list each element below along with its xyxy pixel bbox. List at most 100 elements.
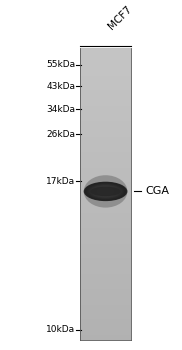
Bar xyxy=(80,195,131,197)
Bar xyxy=(80,48,131,49)
Bar xyxy=(80,203,131,204)
Bar xyxy=(80,118,131,119)
Bar xyxy=(80,241,131,242)
Bar xyxy=(80,193,131,194)
Bar xyxy=(80,229,131,230)
Bar xyxy=(80,298,131,299)
Ellipse shape xyxy=(89,184,122,199)
Bar xyxy=(80,172,131,174)
Bar xyxy=(80,200,131,201)
Bar xyxy=(80,143,131,144)
Bar xyxy=(80,160,131,162)
Bar xyxy=(80,336,131,337)
Ellipse shape xyxy=(92,186,119,197)
Bar xyxy=(80,121,131,122)
Bar xyxy=(80,219,131,220)
Bar xyxy=(80,52,131,54)
Bar xyxy=(80,182,131,184)
Bar xyxy=(80,302,131,303)
Bar xyxy=(80,286,131,287)
Bar xyxy=(80,270,131,271)
Bar xyxy=(80,334,131,336)
Bar xyxy=(80,187,131,188)
Bar xyxy=(80,248,131,250)
Bar xyxy=(80,314,131,315)
Text: 26kDa: 26kDa xyxy=(47,130,76,139)
Bar xyxy=(80,225,131,226)
Bar xyxy=(80,174,131,175)
Bar xyxy=(80,71,131,73)
Bar xyxy=(80,135,131,137)
Bar xyxy=(80,67,131,69)
Bar xyxy=(80,292,131,293)
Bar xyxy=(80,96,131,98)
Bar xyxy=(80,155,131,156)
Bar xyxy=(80,279,131,280)
Bar xyxy=(80,190,131,191)
Bar xyxy=(80,54,131,55)
Bar xyxy=(80,163,131,165)
Bar xyxy=(80,324,131,325)
Ellipse shape xyxy=(95,187,116,196)
Bar xyxy=(80,76,131,77)
Ellipse shape xyxy=(84,182,127,201)
Text: 34kDa: 34kDa xyxy=(47,105,76,114)
Bar xyxy=(80,140,131,141)
Bar xyxy=(80,305,131,306)
Bar xyxy=(80,287,131,289)
Bar xyxy=(80,86,131,88)
Bar xyxy=(80,230,131,232)
Bar xyxy=(80,232,131,233)
Bar xyxy=(80,170,131,172)
Bar xyxy=(80,209,131,210)
Bar xyxy=(80,211,131,213)
Bar xyxy=(80,125,131,127)
Bar xyxy=(80,119,131,121)
Bar xyxy=(80,106,131,108)
Bar xyxy=(80,127,131,128)
Bar xyxy=(80,178,131,179)
Bar xyxy=(80,168,131,169)
Bar xyxy=(80,260,131,261)
Bar xyxy=(80,176,131,178)
Bar xyxy=(80,61,131,63)
Bar xyxy=(80,257,131,258)
Bar xyxy=(80,60,131,61)
Bar xyxy=(80,233,131,235)
Bar xyxy=(80,265,131,267)
Bar xyxy=(80,285,131,286)
Bar xyxy=(80,55,131,57)
Bar xyxy=(80,312,131,314)
Bar xyxy=(80,337,131,338)
Bar xyxy=(80,210,131,211)
Bar xyxy=(80,226,131,228)
Bar xyxy=(80,191,131,193)
Bar xyxy=(80,296,131,297)
Bar xyxy=(80,238,131,239)
Bar xyxy=(80,185,131,187)
Bar xyxy=(80,197,131,198)
Ellipse shape xyxy=(87,183,124,200)
Ellipse shape xyxy=(90,184,121,198)
Bar xyxy=(80,88,131,89)
Bar xyxy=(80,303,131,305)
Bar xyxy=(80,320,131,321)
Bar xyxy=(80,169,131,170)
Bar xyxy=(80,322,131,324)
Bar xyxy=(80,93,131,95)
Bar xyxy=(80,95,131,96)
Bar xyxy=(80,213,131,214)
Bar xyxy=(80,299,131,300)
Bar xyxy=(80,328,131,330)
Bar xyxy=(80,82,131,83)
Bar xyxy=(80,90,131,92)
Bar xyxy=(80,65,131,67)
Bar xyxy=(80,283,131,285)
Bar xyxy=(80,293,131,295)
Bar xyxy=(80,251,131,252)
Bar xyxy=(80,92,131,93)
Ellipse shape xyxy=(96,187,115,196)
Bar xyxy=(80,246,131,248)
Bar xyxy=(80,133,131,134)
Bar xyxy=(80,252,131,254)
